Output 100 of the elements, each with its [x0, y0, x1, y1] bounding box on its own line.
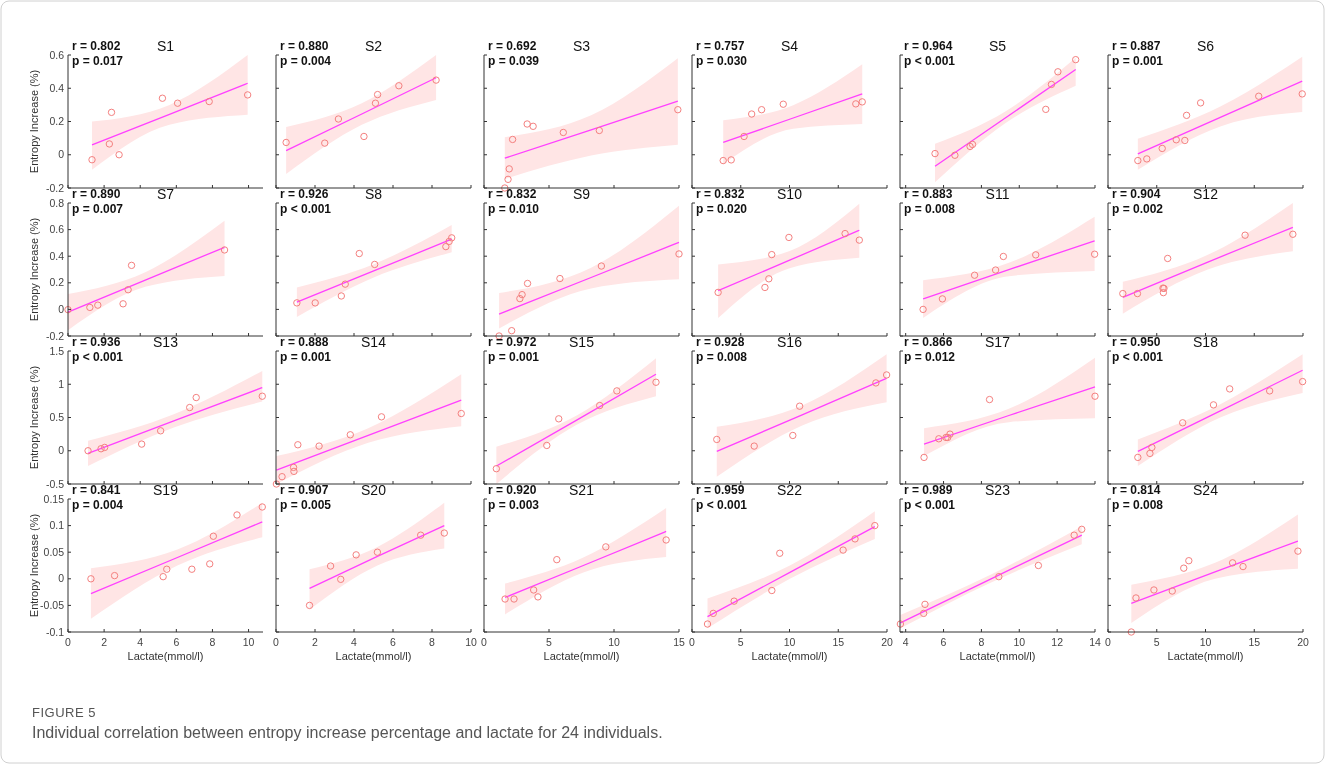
- point: [209, 532, 218, 540]
- text: r = 0.802: [72, 39, 121, 53]
- point: [727, 156, 735, 164]
- x-tick-label: 2: [101, 636, 108, 648]
- point: [543, 441, 551, 450]
- point: [105, 140, 114, 148]
- y-tick-label: 0.2: [49, 276, 65, 289]
- annotation: r = 0.920: [488, 483, 537, 497]
- chart-title: S2: [364, 38, 383, 54]
- y-tick-label: 0: [58, 444, 65, 457]
- point: [282, 138, 290, 147]
- point: [999, 252, 1008, 261]
- point: [1070, 531, 1078, 539]
- point: [1090, 250, 1099, 258]
- x-tick-label: 20: [1297, 636, 1309, 648]
- point: [510, 595, 518, 603]
- point: [1148, 443, 1156, 452]
- point: [1071, 55, 1080, 64]
- x-tick-label: 10: [1013, 636, 1026, 648]
- x-tick-label: 2: [312, 636, 319, 648]
- x-tick-label: 8: [209, 636, 216, 648]
- point: [602, 543, 610, 551]
- point: [768, 250, 776, 259]
- point: [970, 271, 979, 279]
- point: [595, 126, 604, 135]
- point: [156, 427, 165, 435]
- x-axis-title: Lactate(mmol/l): [127, 650, 204, 662]
- x-tick-label: 15: [832, 636, 845, 648]
- chart-title: S4: [780, 38, 799, 54]
- annotation: p = 0.001: [1112, 54, 1164, 68]
- point: [719, 156, 727, 165]
- point: [966, 142, 974, 151]
- point: [158, 94, 167, 102]
- y-tick-label: 0: [58, 572, 65, 585]
- point: [1185, 557, 1193, 565]
- annotation: p = 0.007: [72, 202, 124, 216]
- x-tick-label: 15: [673, 636, 685, 648]
- point: [87, 575, 95, 583]
- point: [492, 465, 501, 473]
- point: [315, 442, 323, 450]
- point: [841, 229, 849, 238]
- point: [1209, 401, 1218, 409]
- text: r = 0.887: [1112, 39, 1161, 53]
- point: [1134, 453, 1142, 462]
- annotation: r = 0.972: [488, 335, 537, 349]
- annotation: r = 0.832: [696, 187, 745, 201]
- chart-title: S11: [985, 186, 1010, 202]
- y-tick-label: 1.5: [49, 344, 65, 357]
- point: [311, 299, 319, 307]
- point: [921, 600, 929, 609]
- y-tick-label: 0.6: [49, 223, 65, 236]
- point: [1158, 144, 1166, 153]
- annotation: r = 0.890: [72, 187, 121, 201]
- x-tick-label: 4: [137, 636, 144, 648]
- chart-title: S7: [156, 186, 175, 202]
- annotation: r = 0.814: [1112, 483, 1161, 497]
- point: [289, 463, 298, 472]
- point: [872, 379, 880, 387]
- y-tick-label: 0: [58, 148, 65, 161]
- point: [86, 303, 94, 312]
- point: [100, 443, 109, 452]
- y-tick-label: -0.2: [45, 181, 65, 194]
- point: [1239, 562, 1247, 571]
- point: [1047, 80, 1056, 89]
- point: [377, 413, 386, 421]
- point: [508, 135, 517, 144]
- x-axis-title: Lactate(mmol/l): [751, 650, 828, 662]
- y-axis-title: Entropy Increase (%): [28, 217, 40, 322]
- point: [371, 99, 380, 107]
- annotation: r = 0.904: [1112, 187, 1161, 201]
- x-tick-label: 20: [881, 636, 893, 648]
- point: [1265, 387, 1274, 395]
- point: [938, 295, 947, 303]
- point: [931, 149, 939, 158]
- point: [674, 106, 682, 114]
- x-axis-title: Lactate(mmol/l): [543, 650, 620, 662]
- point: [529, 586, 538, 594]
- point: [951, 151, 959, 159]
- annotation: p = 0.004: [280, 54, 332, 68]
- point: [258, 392, 266, 400]
- point: [1298, 377, 1307, 386]
- x-tick-label: 4: [351, 636, 358, 648]
- point: [1163, 254, 1172, 263]
- point: [505, 165, 513, 173]
- point: [137, 440, 146, 448]
- chart-title: S22: [777, 482, 803, 498]
- y-tick-label: 0.2: [49, 115, 65, 128]
- chart-title: S19: [153, 482, 179, 498]
- x-tick-label: 5: [737, 636, 744, 648]
- point: [1159, 288, 1168, 297]
- y-tick-label: 0.4: [49, 81, 65, 94]
- point: [1289, 230, 1297, 238]
- annotation: r = 0.959: [696, 483, 745, 497]
- point: [290, 467, 298, 476]
- x-tick-label: 8: [429, 636, 436, 648]
- x-tick-label: 4: [902, 636, 909, 648]
- annotation: r = 0.907: [280, 483, 329, 497]
- point: [337, 575, 345, 584]
- chart-title: S1: [156, 38, 175, 54]
- y-axis-title: Entropy Increase (%): [28, 69, 40, 174]
